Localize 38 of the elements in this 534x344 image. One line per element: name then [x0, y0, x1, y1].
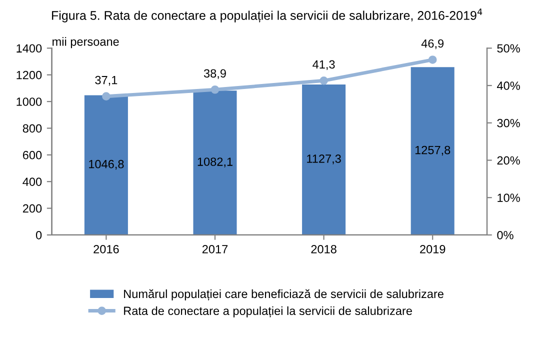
y2-tick-label: 30% — [497, 118, 520, 128]
y2-tick-label: 40% — [497, 82, 520, 90]
bar — [302, 84, 346, 235]
y-tick-label: 800 — [22, 124, 42, 133]
data-label: 37,1 — [95, 76, 118, 86]
data-label: 1046,8 — [89, 160, 124, 170]
data-label: 38,9 — [204, 69, 226, 79]
chart-title: Figura 5. Rata de conectare a populației la servicii de salubrizare, 2016-2019$^{4}$ — [52, 8, 482, 22]
y-tick-label: 1200 — [16, 70, 42, 80]
data-label: 1082,1 — [198, 158, 232, 168]
y-axis-title: mii persoane — [52, 37, 119, 48]
data-label: 1127,3 — [307, 154, 341, 164]
bar — [84, 95, 128, 235]
legend-label: Rata de conectare a populației la servicii de salubrizare — [124, 306, 412, 318]
x-tick-label: 2019 — [420, 244, 446, 254]
y-tick-label: 1400 — [16, 44, 42, 53]
y2-tick-label: 20% — [497, 156, 520, 165]
point — [210, 85, 220, 94]
y-tick-label: 1000 — [16, 98, 42, 106]
x-tick-label: 2016 — [94, 244, 119, 254]
data-label: 46,9 — [421, 39, 444, 50]
data-label: 1257,8 — [415, 146, 450, 156]
y2-tick-label: 10% — [498, 194, 520, 202]
y-tick-label: 600 — [22, 150, 42, 160]
x-tick-label: 2017 — [202, 244, 228, 254]
y2-tick-label: 0% — [497, 230, 514, 240]
x-tick-label: 2018 — [311, 244, 336, 254]
y-tick-label: 200 — [22, 204, 42, 213]
point — [320, 76, 328, 85]
point — [428, 56, 437, 64]
point — [102, 92, 110, 101]
y2-tick-label: 50% — [497, 44, 520, 53]
legend-label: Numărul populației care beneficiază de servicii de salubrizare — [124, 289, 444, 300]
bar — [193, 90, 237, 235]
y-tick-label: 400 — [22, 178, 42, 186]
y-tick-label: 0 — [36, 230, 42, 240]
data-label: 41,3 — [312, 60, 335, 70]
bar — [410, 67, 454, 235]
